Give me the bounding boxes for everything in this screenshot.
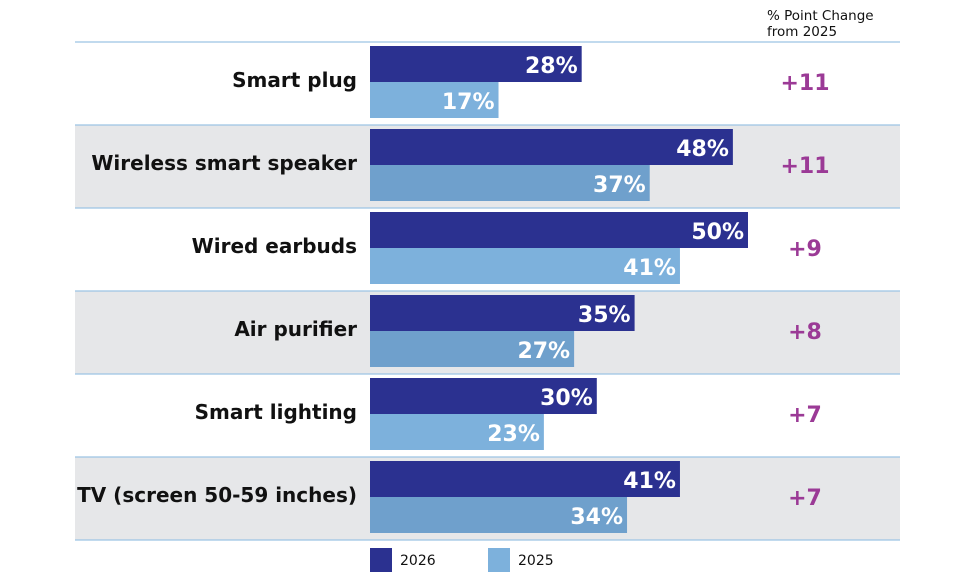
bar-2025 (370, 165, 650, 201)
data-label-2026: 28% (525, 54, 578, 79)
change-header-sub: from 2025 (767, 24, 837, 40)
bar-2026 (370, 46, 582, 82)
data-label-2025: 41% (623, 256, 676, 281)
data-label-2025: 17% (442, 90, 495, 115)
bar-2026 (370, 461, 680, 497)
data-label-2025: 23% (487, 422, 540, 447)
legend-label-2025: 2025 (518, 553, 554, 569)
data-label-2025: 37% (593, 173, 646, 198)
bar-2025 (370, 248, 680, 284)
bar-2026 (370, 378, 597, 414)
category-label: TV (screen 50-59 inches) (77, 483, 357, 507)
bar-2026 (370, 295, 635, 331)
change-value: +8 (788, 320, 822, 345)
change-header: % Point Change (767, 8, 874, 24)
data-label-2025: 34% (570, 505, 623, 530)
bar-2026 (370, 129, 733, 165)
category-label: Wireless smart speaker (91, 151, 357, 175)
legend-swatch-2026 (370, 548, 392, 572)
bar-2025 (370, 82, 499, 118)
bar-2025 (370, 497, 628, 533)
bar-2025 (370, 331, 575, 367)
data-label-2026: 30% (540, 386, 593, 411)
change-value: +7 (788, 403, 822, 428)
category-label: Smart plug (232, 68, 357, 92)
category-label: Wired earbuds (192, 234, 357, 258)
data-label-2026: 41% (623, 469, 676, 494)
data-label-2026: 48% (676, 137, 729, 162)
change-value: +11 (780, 154, 829, 179)
change-value: +9 (788, 237, 822, 262)
legend-swatch-2025 (488, 548, 510, 572)
change-value: +7 (788, 486, 822, 511)
category-label: Air purifier (234, 317, 357, 341)
data-label-2026: 35% (578, 303, 631, 328)
category-label: Smart lighting (195, 400, 357, 424)
data-label-2026: 50% (691, 220, 744, 245)
bar-2025 (370, 414, 544, 450)
data-label-2025: 27% (517, 339, 570, 364)
bar-2026 (370, 212, 748, 248)
change-value: +11 (780, 71, 829, 96)
legend-label-2026: 2026 (400, 553, 436, 569)
